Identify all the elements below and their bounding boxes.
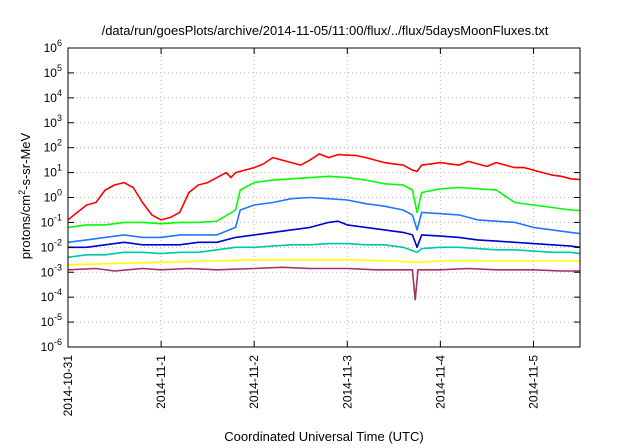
y-tick-label: 10-1 — [41, 212, 62, 229]
x-tick-label: 2014-11-3 — [340, 355, 354, 409]
y-tick-label-exp: 2 — [57, 138, 62, 148]
y-tick-label-exp: 6 — [57, 38, 62, 48]
chart-title: /data/run/goesPlots/archive/2014-11-05/1… — [102, 23, 549, 38]
x-tick-label: 2014-11-5 — [526, 355, 540, 409]
y-tick-label-base: 10 — [41, 215, 55, 229]
y-tick-label-base: 10 — [44, 191, 58, 205]
y-tick-label-base: 10 — [44, 91, 58, 105]
x-tick-label: 2014-11-1 — [154, 355, 168, 409]
y-tick-label: 102 — [44, 138, 62, 155]
y-axis-title-post: -s-sr-MeV — [18, 132, 33, 189]
series-line-3 — [67, 196, 581, 244]
series-line-5 — [67, 242, 581, 259]
y-tick-label: 104 — [44, 88, 62, 105]
y-tick-label: 10-6 — [41, 337, 62, 354]
y-tick-label: 101 — [44, 163, 62, 180]
y-axis-title-pre: protons/cm — [18, 195, 33, 259]
series-layer — [67, 153, 581, 301]
y-tick-label: 10-4 — [41, 287, 62, 304]
y-tick-label-exp: 3 — [57, 113, 62, 123]
y-tick-label-exp: -6 — [54, 337, 62, 347]
y-tick-label-base: 10 — [44, 66, 58, 80]
y-tick-label-exp: 0 — [57, 188, 62, 198]
y-tick-label: 103 — [44, 113, 62, 130]
y-tick-label-base: 10 — [41, 265, 55, 279]
y-tick-label: 10-5 — [41, 312, 62, 329]
x-tick-label: 2014-11-2 — [247, 355, 261, 409]
y-tick-label: 10-3 — [41, 262, 62, 279]
grid-layer — [68, 48, 580, 347]
y-tick-label-exp: -5 — [54, 312, 62, 322]
y-tick-label: 100 — [44, 188, 62, 205]
y-tick-label-exp: -2 — [54, 237, 62, 247]
series-line-7 — [67, 266, 580, 301]
y-tick-label-exp: -3 — [54, 262, 62, 272]
y-axis-title: protons/cm2-s-sr-MeV — [17, 132, 33, 259]
x-tick-labels: 2014-10-31 2014-11-1 2014-11-2 2014-11-3 201… — [61, 355, 540, 417]
y-tick-label-exp: -4 — [54, 287, 62, 297]
y-tick-label-base: 10 — [44, 116, 58, 130]
tick-layer — [67, 47, 580, 348]
y-tick-label-base: 10 — [44, 141, 58, 155]
y-tick-label-base: 10 — [41, 340, 55, 354]
y-tick-labels: 10610510410310210110010-110-210-310-410-… — [41, 38, 62, 354]
series-line-1 — [67, 153, 581, 221]
y-tick-label-base: 10 — [41, 290, 55, 304]
y-tick-label: 106 — [44, 38, 62, 55]
y-tick-label-exp: 4 — [57, 88, 62, 98]
y-tick-label-exp: -1 — [54, 212, 62, 222]
y-tick-label: 105 — [44, 63, 62, 80]
series-line-2 — [67, 175, 581, 229]
x-tick-label: 2014-10-31 — [61, 355, 75, 417]
y-tick-label: 10-2 — [41, 237, 62, 254]
y-tick-label-base: 10 — [41, 240, 55, 254]
y-tick-label-exp: 5 — [57, 63, 62, 73]
y-tick-label-base: 10 — [41, 315, 55, 329]
y-tick-label-base: 10 — [44, 41, 58, 55]
series-line-6 — [67, 258, 580, 266]
x-axis-title: Coordinated Universal Time (UTC) — [224, 429, 423, 444]
x-tick-label: 2014-11-4 — [433, 355, 447, 409]
series-line-4 — [68, 220, 581, 249]
y-tick-label-exp: 1 — [57, 163, 62, 173]
y-tick-label-base: 10 — [44, 166, 58, 180]
y-axis-title-sup: 2 — [17, 190, 27, 195]
